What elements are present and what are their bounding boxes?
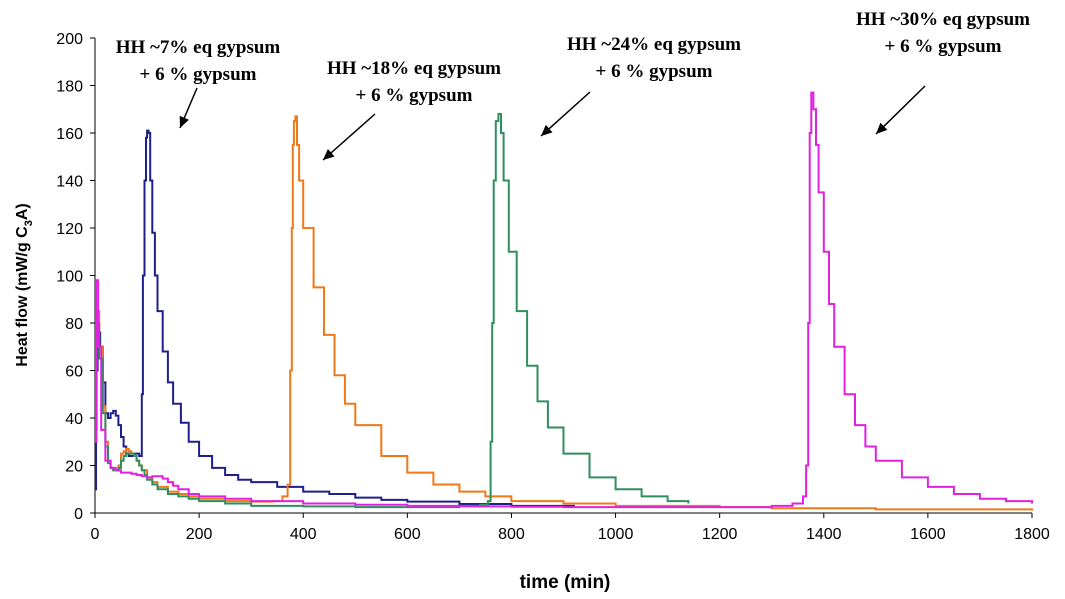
annotations: HH ~7% eq gypsum + 6 % gypsum HH ~18% eq g… <box>116 9 1030 161</box>
x-tick-label: 400 <box>290 526 317 543</box>
y-tick-label: 200 <box>56 31 83 48</box>
x-tick-label: 0 <box>91 526 100 543</box>
y-tick-label: 120 <box>56 221 83 238</box>
arrow-4-head <box>876 122 888 134</box>
y-axis-title-sub: 3 <box>23 220 35 226</box>
series-line-3 <box>95 113 690 509</box>
annotation-1-line-1: HH ~7% eq gypsum <box>116 37 281 58</box>
series-group <box>95 91 1033 511</box>
annotation-2-line-1: HH ~18% eq gypsum <box>327 58 501 79</box>
x-tick-label: 200 <box>186 526 213 543</box>
series-line-4 <box>95 91 1033 509</box>
annotation-2-line-2: + 6 % gypsum <box>356 85 473 106</box>
annotation-4-line-2: + 6 % gypsum <box>885 36 1002 57</box>
y-tick-label: 20 <box>65 459 83 476</box>
y-tick-label: 140 <box>56 174 83 191</box>
x-tick-label: 1800 <box>1014 526 1050 543</box>
axes: 0 20 40 60 80 100 120 140 160 180 200 0 200 400 600 800… <box>56 31 1050 543</box>
y-tick-label: 160 <box>56 126 83 143</box>
annotation-3-line-1: HH ~24% eq gypsum <box>567 34 741 55</box>
arrow-4-shaft <box>875 85 926 135</box>
arrow-2-shaft <box>322 113 376 161</box>
series-line-1 <box>95 129 575 507</box>
annotation-1-line-2: + 6 % gypsum <box>140 64 257 85</box>
x-tick-label: 600 <box>394 526 421 543</box>
arrow-3-shaft <box>540 91 591 137</box>
x-axis-title: time (min) <box>520 572 611 593</box>
x-tick-label: 1200 <box>702 526 738 543</box>
y-tick-label: 80 <box>65 316 83 333</box>
y-tick-label: 180 <box>56 79 83 96</box>
y-axis-title: Heat flow (mW/g C3A) <box>14 203 35 366</box>
y-tick-label: 0 <box>74 506 83 523</box>
annotation-4-line-1: HH ~30% eq gypsum <box>856 9 1030 30</box>
y-tick-label: 60 <box>65 364 83 381</box>
y-axis-title-main: Heat flow (mW/g C <box>14 226 31 367</box>
y-axis-title-tail: A) <box>14 203 31 220</box>
annotation-3-line-2: + 6 % gypsum <box>596 61 713 82</box>
arrow-3-head <box>541 124 553 136</box>
x-tick-label: 1000 <box>598 526 634 543</box>
arrow-2-head <box>323 149 335 160</box>
x-tick-label: 800 <box>498 526 525 543</box>
x-tick-label: 1400 <box>806 526 842 543</box>
y-tick-label: 40 <box>65 411 83 428</box>
y-tick-label: 100 <box>56 269 83 286</box>
arrow-1-head <box>179 115 189 128</box>
x-tick-label: 1600 <box>910 526 946 543</box>
